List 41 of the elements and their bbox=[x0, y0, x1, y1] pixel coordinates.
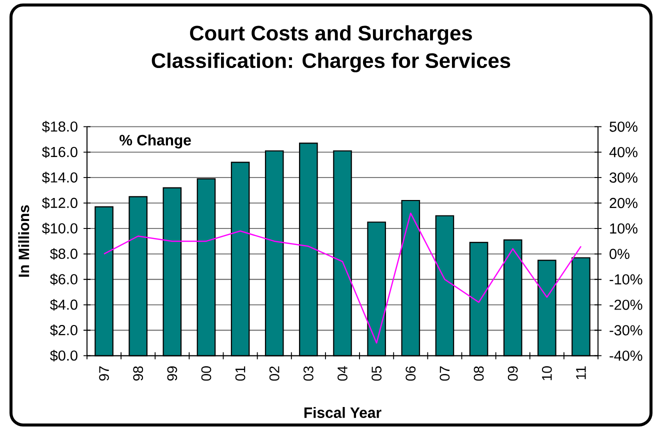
x-tick-label: 11 bbox=[576, 366, 586, 380]
x-axis-title: Fiscal Year bbox=[304, 407, 382, 418]
y-tick-label: $12.0 bbox=[42, 197, 78, 209]
x-tick-label: 10 bbox=[542, 366, 552, 380]
y-tick-label: $10.0 bbox=[42, 222, 78, 234]
y-tick-label: $14.0 bbox=[42, 172, 78, 184]
x-tick-label: 99 bbox=[167, 366, 178, 381]
y2-tick-label: 0% bbox=[610, 248, 630, 260]
annotation: % Change bbox=[120, 134, 191, 148]
y2-tick-label: 30% bbox=[610, 172, 638, 183]
y2-tick-label: 50% bbox=[610, 122, 638, 132]
x-tick-label: 00 bbox=[201, 366, 212, 381]
y-tick-label: $16.0 bbox=[42, 146, 78, 158]
x-tick-label: 08 bbox=[474, 366, 484, 381]
x-tick-label: 09 bbox=[508, 366, 518, 381]
x-tick-label: 97 bbox=[99, 366, 109, 381]
y-tick-label: $18.0 bbox=[42, 120, 78, 133]
x-tick-label: 98 bbox=[133, 366, 144, 381]
y2-tick-label: -30% bbox=[610, 325, 642, 336]
y-axis-title: In Millions bbox=[18, 205, 30, 277]
chart-subtitle: Classification: Charges for Services bbox=[152, 52, 510, 72]
x-tick-label: 02 bbox=[269, 366, 280, 381]
y-tick-label: $0.0 bbox=[50, 350, 78, 362]
line-series bbox=[103, 212, 582, 344]
y-tick-label: $8.0 bbox=[50, 248, 78, 260]
x-tick-label: 06 bbox=[406, 366, 416, 381]
y-tick-label: $6.0 bbox=[50, 274, 78, 286]
chart-title: Court Costs and Surcharges bbox=[190, 25, 472, 45]
x-tick-label: 05 bbox=[372, 366, 382, 381]
y2-tick-label: -20% bbox=[610, 300, 642, 310]
x-tick-label: 01 bbox=[235, 366, 246, 381]
y2-tick-label: 20% bbox=[610, 198, 638, 208]
y2-tick-label: 10% bbox=[610, 223, 638, 234]
y2-tick-label: 40% bbox=[609, 147, 638, 158]
y2-tick-label: -40% bbox=[610, 350, 642, 361]
y2-tick-label: -10% bbox=[610, 274, 642, 284]
x-tick-label: 04 bbox=[338, 366, 348, 381]
x-tick-label: 03 bbox=[303, 366, 314, 381]
x-tick-label: 07 bbox=[440, 366, 450, 381]
y-tick-label: $2.0 bbox=[50, 324, 78, 336]
y-tick-label: $4.0 bbox=[50, 298, 78, 311]
